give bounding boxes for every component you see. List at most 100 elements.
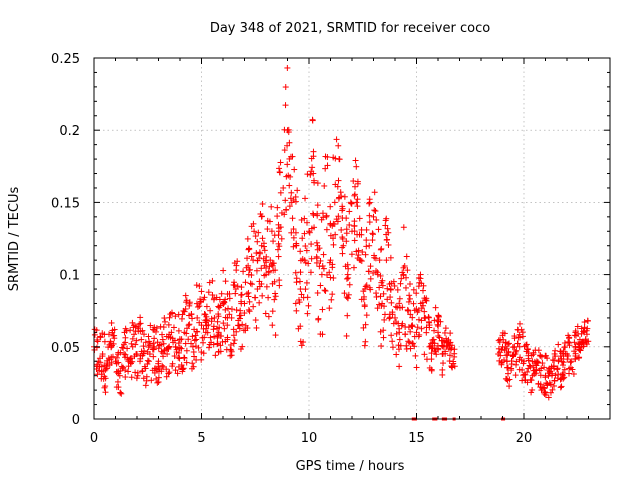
data-point — [324, 162, 331, 169]
data-point — [189, 343, 196, 350]
data-point — [272, 267, 279, 274]
data-point — [511, 344, 518, 351]
data-point — [171, 353, 178, 360]
data-point — [280, 184, 287, 191]
data-point — [373, 216, 380, 223]
data-point — [238, 284, 245, 291]
data-point — [278, 235, 285, 242]
data-point — [501, 347, 508, 354]
data-point — [174, 370, 181, 377]
data-point — [583, 339, 590, 346]
data-point — [329, 264, 336, 271]
data-point — [443, 338, 450, 345]
data-point — [393, 319, 400, 326]
data-point — [172, 343, 179, 350]
data-point — [210, 323, 217, 330]
data-point — [151, 369, 158, 376]
data-point — [264, 226, 271, 233]
data-point — [252, 233, 259, 240]
data-point — [288, 189, 295, 196]
data-point — [314, 202, 321, 209]
data-point — [343, 332, 350, 339]
data-point — [208, 315, 215, 322]
data-point — [420, 282, 427, 289]
data-point — [245, 293, 252, 300]
data-point — [326, 305, 333, 312]
data-point — [195, 344, 202, 351]
y-tick-label: 0.15 — [51, 196, 80, 211]
data-point — [538, 365, 545, 372]
data-point — [371, 189, 378, 196]
data-point — [421, 308, 428, 315]
data-point — [369, 237, 376, 244]
data-point — [238, 298, 245, 305]
data-point — [122, 351, 129, 358]
data-point — [566, 335, 573, 342]
data-point — [406, 292, 413, 299]
data-point — [274, 204, 281, 211]
data-point — [111, 335, 118, 342]
data-point — [359, 249, 366, 256]
data-point — [575, 355, 582, 362]
data-point — [554, 366, 561, 373]
data-point — [233, 262, 240, 269]
data-point — [435, 333, 442, 340]
data-point — [290, 234, 297, 241]
data-point — [369, 230, 376, 237]
data-point — [270, 238, 277, 245]
data-point — [255, 229, 262, 236]
data-point — [428, 356, 435, 363]
data-point — [346, 221, 353, 228]
data-point — [302, 195, 309, 202]
data-point — [263, 259, 270, 266]
data-point — [431, 327, 438, 334]
data-point — [290, 243, 297, 250]
data-point — [580, 343, 587, 350]
data-point — [552, 347, 559, 354]
data-point — [103, 357, 110, 364]
data-point — [191, 353, 198, 360]
data-point — [547, 389, 554, 396]
data-point — [118, 390, 125, 397]
data-point — [505, 370, 512, 377]
data-point — [259, 292, 266, 299]
data-point — [188, 311, 195, 318]
data-point — [283, 207, 290, 214]
data-point — [256, 278, 263, 285]
data-point — [216, 296, 223, 303]
data-point — [529, 386, 536, 393]
data-point — [353, 199, 360, 206]
data-point — [234, 283, 241, 290]
data-point — [152, 365, 159, 372]
data-point — [178, 336, 185, 343]
data-point — [413, 364, 420, 371]
data-point — [375, 226, 382, 233]
data-point — [151, 324, 158, 331]
data-point — [237, 307, 244, 314]
data-point — [164, 345, 171, 352]
data-point — [565, 352, 572, 359]
data-point — [578, 339, 585, 346]
data-point — [166, 314, 173, 321]
data-point — [506, 376, 513, 383]
data-point — [238, 292, 245, 299]
data-point — [323, 212, 330, 219]
data-point — [343, 230, 350, 237]
data-point — [562, 343, 569, 350]
data-point — [230, 340, 237, 347]
data-point — [505, 349, 512, 356]
data-point — [178, 345, 185, 352]
data-point — [433, 351, 440, 358]
data-point — [422, 315, 429, 322]
data-point — [338, 226, 345, 233]
data-point — [451, 346, 458, 353]
data-point — [309, 117, 316, 124]
data-point — [151, 343, 158, 350]
data-point — [415, 307, 422, 314]
data-point — [137, 314, 144, 321]
data-point — [203, 322, 210, 329]
data-point — [309, 164, 316, 171]
data-point — [345, 265, 352, 272]
data-point — [389, 344, 396, 351]
